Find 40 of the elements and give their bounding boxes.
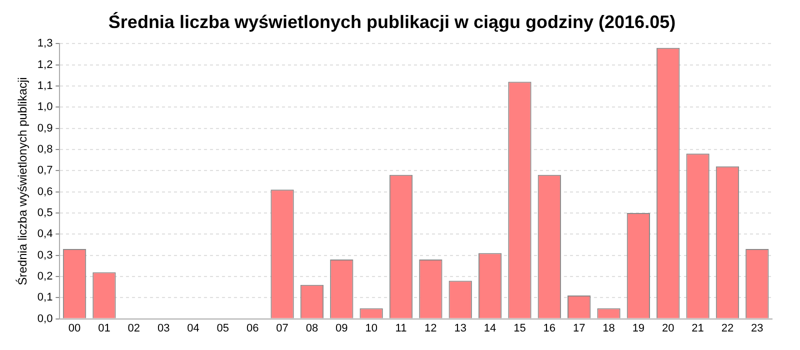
y-tick-label: 0,8 [37,143,53,156]
x-tick-label: 06 [246,322,259,334]
x-tick-label: 21 [692,322,704,334]
x-tick-label: 20 [662,322,674,334]
x-tick-label: 19 [632,322,645,334]
y-tick-label: 1,1 [37,80,53,92]
x-tick-label: 07 [276,322,288,334]
y-tick-label: 0,3 [37,249,53,262]
x-tick-label: 01 [98,322,110,334]
x-tick-label: 16 [543,322,556,334]
x-tick-label: 15 [514,322,526,334]
y-tick-label: 0,0 [37,312,53,325]
x-tick-label: 00 [68,322,81,334]
x-tick-label: 05 [216,322,230,334]
chart-title: Średnia liczba wyświetlonych publikacji w ciągu godziny (2016.05) [108,12,676,32]
y-tick-label: 1,2 [37,58,53,71]
x-tick-label: 08 [306,322,318,334]
x-tick-label: 14 [484,322,496,334]
x-tick-label: 23 [751,322,764,334]
y-axis-title: Średnia liczba wyświetlonych publikacji [16,77,30,286]
y-tick-label: 1,3 [37,38,53,50]
x-tick-label: 22 [721,322,734,334]
y-tick-label: 1,0 [37,101,53,114]
y-tick-label: 0,2 [37,270,53,282]
x-tick-label: 17 [572,322,586,334]
y-tick-label: 0,5 [37,206,53,219]
x-tick-label: 09 [336,322,348,334]
y-tick-label: 0,9 [37,122,53,134]
y-tick-label: 0,7 [37,164,53,177]
x-tick-label: 11 [395,322,407,334]
y-tick-label: 0,6 [37,186,53,198]
x-tick-label: 18 [602,322,615,334]
y-tick-label: 0,4 [37,228,53,240]
x-tick-label: 13 [454,322,466,334]
x-tick-label: 04 [187,322,200,334]
x-tick-label: 10 [365,322,378,334]
y-tick-label: 0,1 [37,292,53,304]
x-tick-label: 03 [157,322,170,334]
x-tick-label: 12 [424,322,437,334]
x-tick-label: 02 [128,322,140,334]
